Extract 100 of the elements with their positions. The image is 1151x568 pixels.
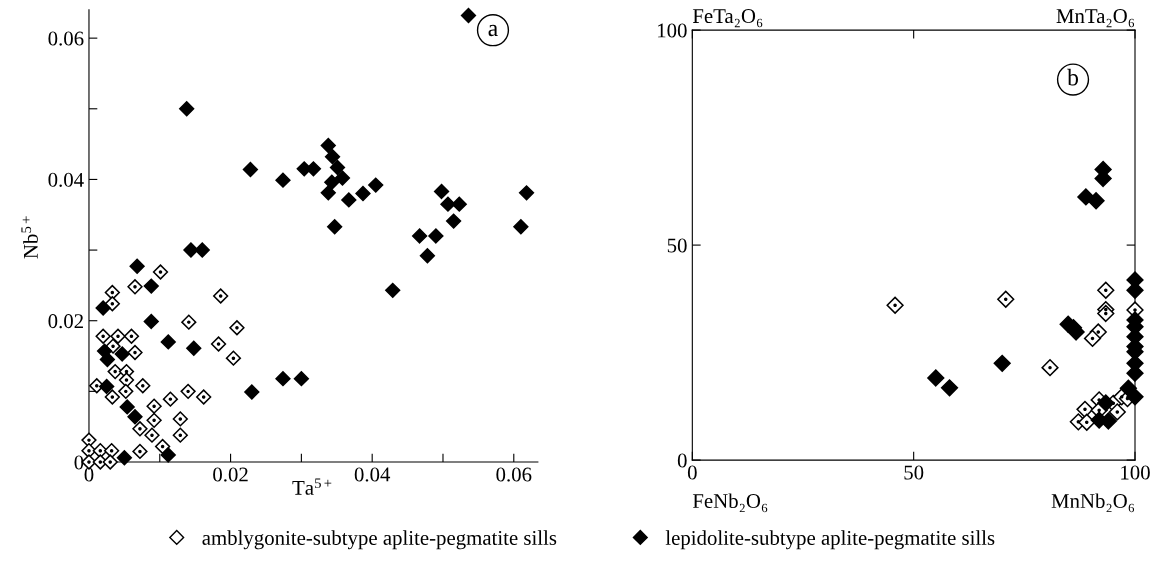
point — [172, 427, 188, 443]
point — [927, 369, 945, 387]
point — [146, 398, 162, 414]
point — [355, 185, 371, 202]
point — [334, 170, 351, 186]
point — [162, 391, 179, 407]
point — [95, 300, 111, 316]
x-tick-label: 0 — [687, 465, 697, 480]
x-tick-label: 0 — [84, 467, 94, 482]
point — [213, 288, 229, 304]
x-tick-label: 0.04 — [354, 467, 391, 482]
point — [327, 219, 343, 235]
point — [225, 350, 242, 366]
y-tick-label: 0.06 — [48, 31, 84, 46]
legend-label: amblygonite-subtype aplite-pegmatite sills — [202, 530, 557, 550]
point — [143, 313, 159, 330]
text: FeNb₂O₆ — [692, 493, 768, 513]
point — [118, 372, 135, 388]
point — [132, 421, 148, 437]
point — [1097, 394, 1115, 412]
point — [181, 314, 197, 330]
point — [104, 284, 120, 301]
point — [116, 450, 133, 466]
point — [324, 149, 341, 165]
x-tick-label: 0.06 — [496, 467, 532, 482]
y-tick-label: 0.02 — [48, 314, 83, 329]
point — [1097, 304, 1115, 323]
point — [341, 192, 357, 208]
y-tick-label: 50 — [667, 238, 687, 253]
y-tick-label: 0 — [677, 453, 687, 468]
point — [368, 177, 384, 193]
point — [1097, 281, 1115, 299]
point — [1087, 192, 1105, 210]
point — [99, 351, 116, 368]
point — [186, 340, 202, 356]
point — [144, 427, 160, 443]
point — [194, 242, 210, 258]
point — [940, 379, 959, 397]
y-tick-label: 100 — [658, 23, 687, 38]
point — [180, 383, 196, 400]
point — [886, 296, 904, 314]
point — [293, 371, 310, 387]
point — [1083, 329, 1102, 348]
point — [135, 378, 151, 394]
point — [433, 183, 450, 200]
point — [143, 278, 159, 294]
y-tick-label: 0 — [74, 455, 84, 470]
point — [127, 279, 143, 295]
text: MnTa₂O₆ — [1056, 9, 1135, 28]
point — [329, 159, 346, 176]
point — [127, 409, 143, 425]
point — [160, 334, 176, 350]
point — [275, 371, 291, 387]
point — [123, 328, 140, 344]
point — [107, 363, 123, 380]
point — [179, 101, 195, 117]
point — [275, 172, 291, 188]
point — [445, 213, 462, 229]
point — [244, 384, 260, 400]
point — [1108, 403, 1126, 421]
point — [114, 346, 130, 362]
point — [419, 248, 436, 264]
point — [95, 328, 111, 344]
point — [172, 411, 188, 427]
point — [411, 228, 428, 244]
point — [428, 228, 444, 244]
y-tick-label: 0.04 — [48, 172, 84, 187]
point — [119, 399, 135, 415]
annotation: b — [1067, 68, 1079, 86]
point — [132, 443, 148, 460]
point — [993, 354, 1011, 372]
point — [1078, 413, 1096, 431]
point — [385, 282, 401, 298]
x-tick-label: 100 — [1121, 465, 1150, 480]
point — [518, 185, 535, 201]
x-tick-label: 0.02 — [213, 467, 248, 482]
point — [324, 174, 340, 190]
point — [460, 7, 477, 24]
point — [320, 185, 336, 201]
point — [196, 389, 212, 405]
point — [320, 137, 336, 154]
point — [146, 412, 162, 428]
point — [160, 447, 176, 463]
text: MnNb₂O₆ — [1051, 493, 1135, 513]
point — [105, 338, 121, 354]
point — [997, 290, 1015, 308]
point — [229, 320, 245, 336]
point — [92, 454, 108, 470]
point — [102, 454, 118, 470]
point — [440, 196, 456, 212]
point — [118, 383, 134, 400]
point — [103, 443, 120, 459]
point — [1119, 379, 1137, 397]
point — [110, 328, 126, 344]
y-axis-title: Nb$^{5+}$ — [21, 216, 38, 259]
point — [154, 438, 171, 455]
annotation: a — [488, 24, 498, 37]
point — [127, 344, 143, 361]
point — [99, 378, 115, 395]
point — [513, 219, 529, 235]
